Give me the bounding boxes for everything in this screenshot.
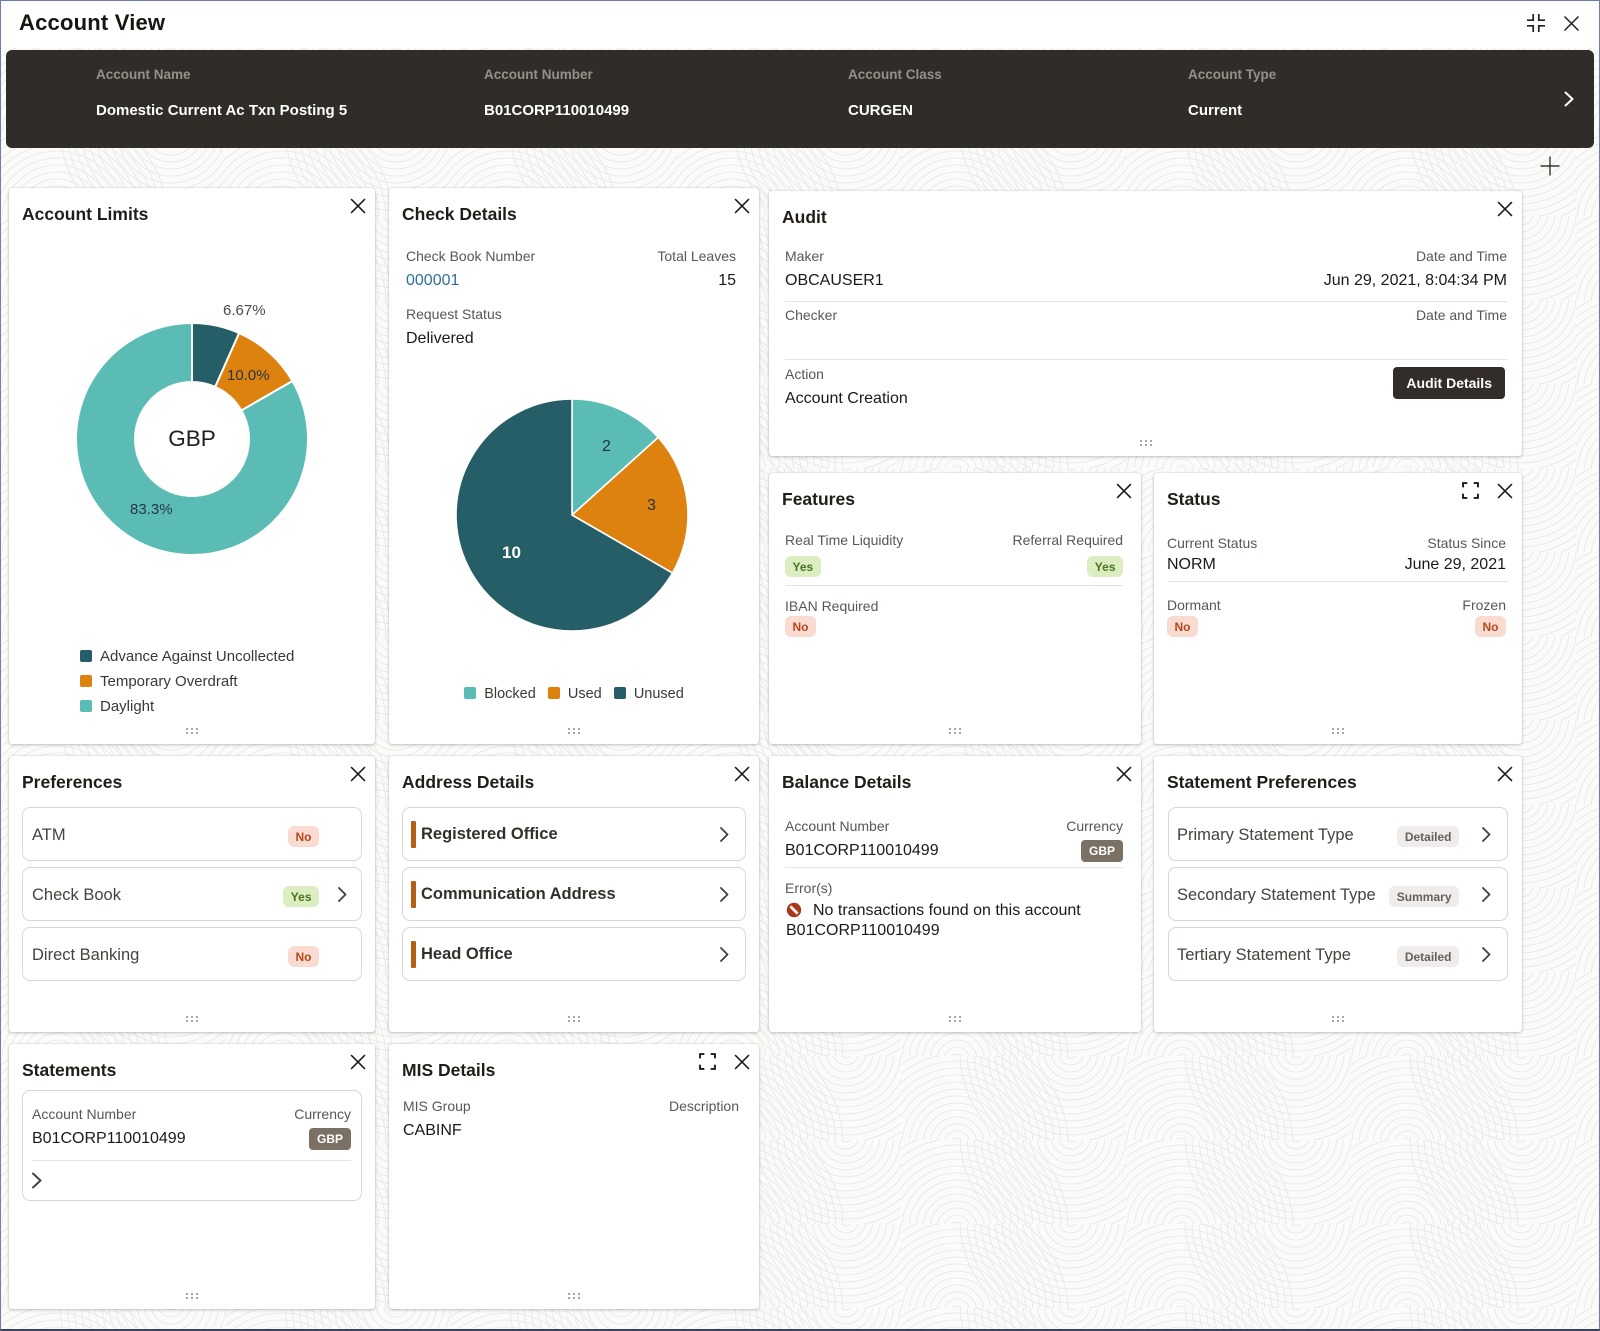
svg-text:6.67%: 6.67% xyxy=(223,302,266,319)
svg-text:10: 10 xyxy=(502,543,521,562)
svg-text:GBP: GBP xyxy=(168,426,216,451)
svg-text:3: 3 xyxy=(647,497,656,514)
svg-text:10.0%: 10.0% xyxy=(227,367,270,384)
svg-text:2: 2 xyxy=(602,438,611,455)
svg-text:83.3%: 83.3% xyxy=(130,501,173,518)
